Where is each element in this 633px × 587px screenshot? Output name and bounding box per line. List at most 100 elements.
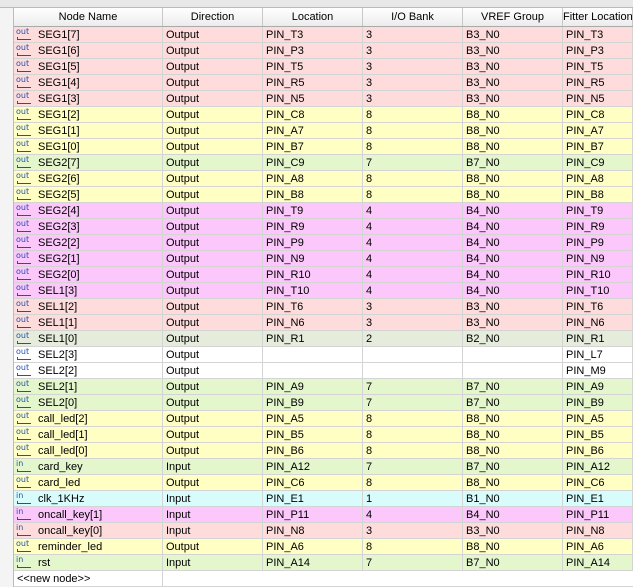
table-cell[interactable]: SEL2[0] out bbox=[14, 395, 163, 411]
table-cell[interactable]: 8 bbox=[363, 475, 463, 491]
table-cell[interactable]: Output bbox=[163, 27, 263, 43]
table-cell[interactable]: 7 bbox=[363, 395, 463, 411]
table-cell[interactable]: rst in bbox=[14, 555, 163, 571]
table-row[interactable]: SEG1[4] out Output PIN_R5 3 B3_N0 PIN_R5 bbox=[14, 75, 633, 91]
table-row[interactable]: SEG2[2] out Output PIN_P9 4 B4_N0 PIN_P9 bbox=[14, 235, 633, 251]
table-cell[interactable]: oncall_key[0] in bbox=[14, 523, 163, 539]
table-cell[interactable]: Output bbox=[163, 475, 263, 491]
table-cell[interactable]: Input bbox=[163, 523, 263, 539]
table-cell[interactable]: call_led[0] out bbox=[14, 443, 163, 459]
table-cell[interactable]: SEG2[2] out bbox=[14, 235, 163, 251]
table-row[interactable]: SEG1[6] out Output PIN_P3 3 B3_N0 PIN_P3 bbox=[14, 43, 633, 59]
table-cell[interactable]: oncall_key[1] in bbox=[14, 507, 163, 523]
table-cell[interactable]: PIN_R9 bbox=[263, 219, 363, 235]
table-row[interactable]: SEG2[0] out Output PIN_R10 4 B4_N0 PIN_R10 bbox=[14, 267, 633, 283]
table-cell[interactable]: PIN_E1 bbox=[563, 491, 633, 507]
table-cell[interactable]: 3 bbox=[363, 75, 463, 91]
table-cell[interactable]: B8_N0 bbox=[463, 475, 563, 491]
table-cell[interactable]: Output bbox=[163, 59, 263, 75]
table-cell[interactable]: B4_N0 bbox=[463, 203, 563, 219]
table-cell[interactable]: B8_N0 bbox=[463, 443, 563, 459]
table-cell[interactable]: PIN_C9 bbox=[563, 155, 633, 171]
table-cell[interactable]: call_led[1] out bbox=[14, 427, 163, 443]
table-cell[interactable]: 4 bbox=[363, 251, 463, 267]
column-header[interactable]: Node Name bbox=[14, 8, 163, 26]
table-cell[interactable]: SEG1[1] out bbox=[14, 123, 163, 139]
table-cell[interactable]: 3 bbox=[363, 523, 463, 539]
table-cell[interactable]: B3_N0 bbox=[463, 59, 563, 75]
table-cell[interactable] bbox=[363, 363, 463, 379]
table-cell[interactable]: PIN_B6 bbox=[263, 443, 363, 459]
table-cell[interactable]: SEG2[6] out bbox=[14, 171, 163, 187]
table-cell[interactable]: Output bbox=[163, 251, 263, 267]
table-cell[interactable]: 4 bbox=[363, 219, 463, 235]
table-cell[interactable] bbox=[463, 363, 563, 379]
table-cell[interactable]: 4 bbox=[363, 283, 463, 299]
table-cell[interactable]: Output bbox=[163, 155, 263, 171]
table-row[interactable]: reminder_led out Output PIN_A6 8 B8_N0 PIN_A6 bbox=[14, 539, 633, 555]
table-cell[interactable]: PIN_N9 bbox=[563, 251, 633, 267]
table-cell[interactable]: B4_N0 bbox=[463, 267, 563, 283]
table-cell[interactable]: Output bbox=[163, 411, 263, 427]
table-cell[interactable]: PIN_R1 bbox=[563, 331, 633, 347]
table-cell[interactable]: 3 bbox=[363, 315, 463, 331]
table-row[interactable]: call_led[2] out Output PIN_A5 8 B8_N0 PIN_A5 bbox=[14, 411, 633, 427]
table-cell[interactable]: PIN_B8 bbox=[263, 187, 363, 203]
table-cell[interactable]: B4_N0 bbox=[463, 283, 563, 299]
table-cell[interactable]: PIN_P9 bbox=[563, 235, 633, 251]
table-cell[interactable]: SEG1[7] out bbox=[14, 27, 163, 43]
table-cell[interactable]: SEG1[4] out bbox=[14, 75, 163, 91]
table-cell[interactable] bbox=[363, 347, 463, 363]
table-cell[interactable]: B3_N0 bbox=[463, 523, 563, 539]
table-cell[interactable]: PIN_T9 bbox=[563, 203, 633, 219]
table-cell[interactable]: Output bbox=[163, 203, 263, 219]
table-cell[interactable]: PIN_C6 bbox=[263, 475, 363, 491]
table-cell[interactable]: PIN_A8 bbox=[263, 171, 363, 187]
table-cell[interactable]: PIN_A7 bbox=[263, 123, 363, 139]
table-cell[interactable]: PIN_A5 bbox=[263, 411, 363, 427]
table-cell[interactable]: PIN_R1 bbox=[263, 331, 363, 347]
table-cell[interactable]: Output bbox=[163, 379, 263, 395]
table-row[interactable]: SEL1[3] out Output PIN_T10 4 B4_N0 PIN_T10 bbox=[14, 283, 633, 299]
table-cell[interactable]: B4_N0 bbox=[463, 507, 563, 523]
table-row[interactable]: SEL1[2] out Output PIN_T6 3 B3_N0 PIN_T6 bbox=[14, 299, 633, 315]
table-cell[interactable]: B1_N0 bbox=[463, 491, 563, 507]
table-cell[interactable]: PIN_A12 bbox=[263, 459, 363, 475]
table-cell[interactable]: Output bbox=[163, 107, 263, 123]
table-cell[interactable]: PIN_B5 bbox=[263, 427, 363, 443]
table-row[interactable]: SEG2[4] out Output PIN_T9 4 B4_N0 PIN_T9 bbox=[14, 203, 633, 219]
table-cell[interactable]: PIN_A9 bbox=[563, 379, 633, 395]
table-cell[interactable]: Output bbox=[163, 347, 263, 363]
column-header[interactable]: VREF Group bbox=[463, 8, 563, 26]
table-cell[interactable]: 8 bbox=[363, 139, 463, 155]
table-cell[interactable]: call_led[2] out bbox=[14, 411, 163, 427]
table-cell[interactable]: PIN_A9 bbox=[263, 379, 363, 395]
table-cell[interactable]: PIN_N8 bbox=[263, 523, 363, 539]
table-cell[interactable]: SEL1[2] out bbox=[14, 299, 163, 315]
table-cell[interactable]: PIN_P3 bbox=[563, 43, 633, 59]
table-cell[interactable]: 7 bbox=[363, 379, 463, 395]
table-cell[interactable]: 4 bbox=[363, 267, 463, 283]
table-cell[interactable]: 3 bbox=[363, 91, 463, 107]
table-cell[interactable]: B4_N0 bbox=[463, 251, 563, 267]
table-cell[interactable]: PIN_B7 bbox=[563, 139, 633, 155]
table-cell[interactable]: Input bbox=[163, 491, 263, 507]
table-cell[interactable]: B8_N0 bbox=[463, 187, 563, 203]
table-cell[interactable]: PIN_R9 bbox=[563, 219, 633, 235]
table-cell[interactable]: PIN_C9 bbox=[263, 155, 363, 171]
table-row[interactable]: SEL2[2] out Output PIN_M9 bbox=[14, 363, 633, 379]
table-cell[interactable]: PIN_P9 bbox=[263, 235, 363, 251]
table-row[interactable]: SEG2[7] out Output PIN_C9 7 B7_N0 PIN_C9 bbox=[14, 155, 633, 171]
column-header[interactable]: Location bbox=[263, 8, 363, 26]
table-cell[interactable]: B2_N0 bbox=[463, 331, 563, 347]
table-cell[interactable]: B4_N0 bbox=[463, 219, 563, 235]
table-cell[interactable]: PIN_B6 bbox=[563, 443, 633, 459]
table-cell[interactable]: B8_N0 bbox=[463, 427, 563, 443]
table-cell[interactable]: PIN_L7 bbox=[563, 347, 633, 363]
table-cell[interactable]: SEL2[3] out bbox=[14, 347, 163, 363]
table-cell[interactable]: Output bbox=[163, 235, 263, 251]
table-row[interactable]: card_led out Output PIN_C6 8 B8_N0 PIN_C6 bbox=[14, 475, 633, 491]
table-cell[interactable]: PIN_B9 bbox=[263, 395, 363, 411]
table-cell[interactable]: PIN_P11 bbox=[263, 507, 363, 523]
new-node-row[interactable]: <<new node>> bbox=[14, 571, 633, 587]
